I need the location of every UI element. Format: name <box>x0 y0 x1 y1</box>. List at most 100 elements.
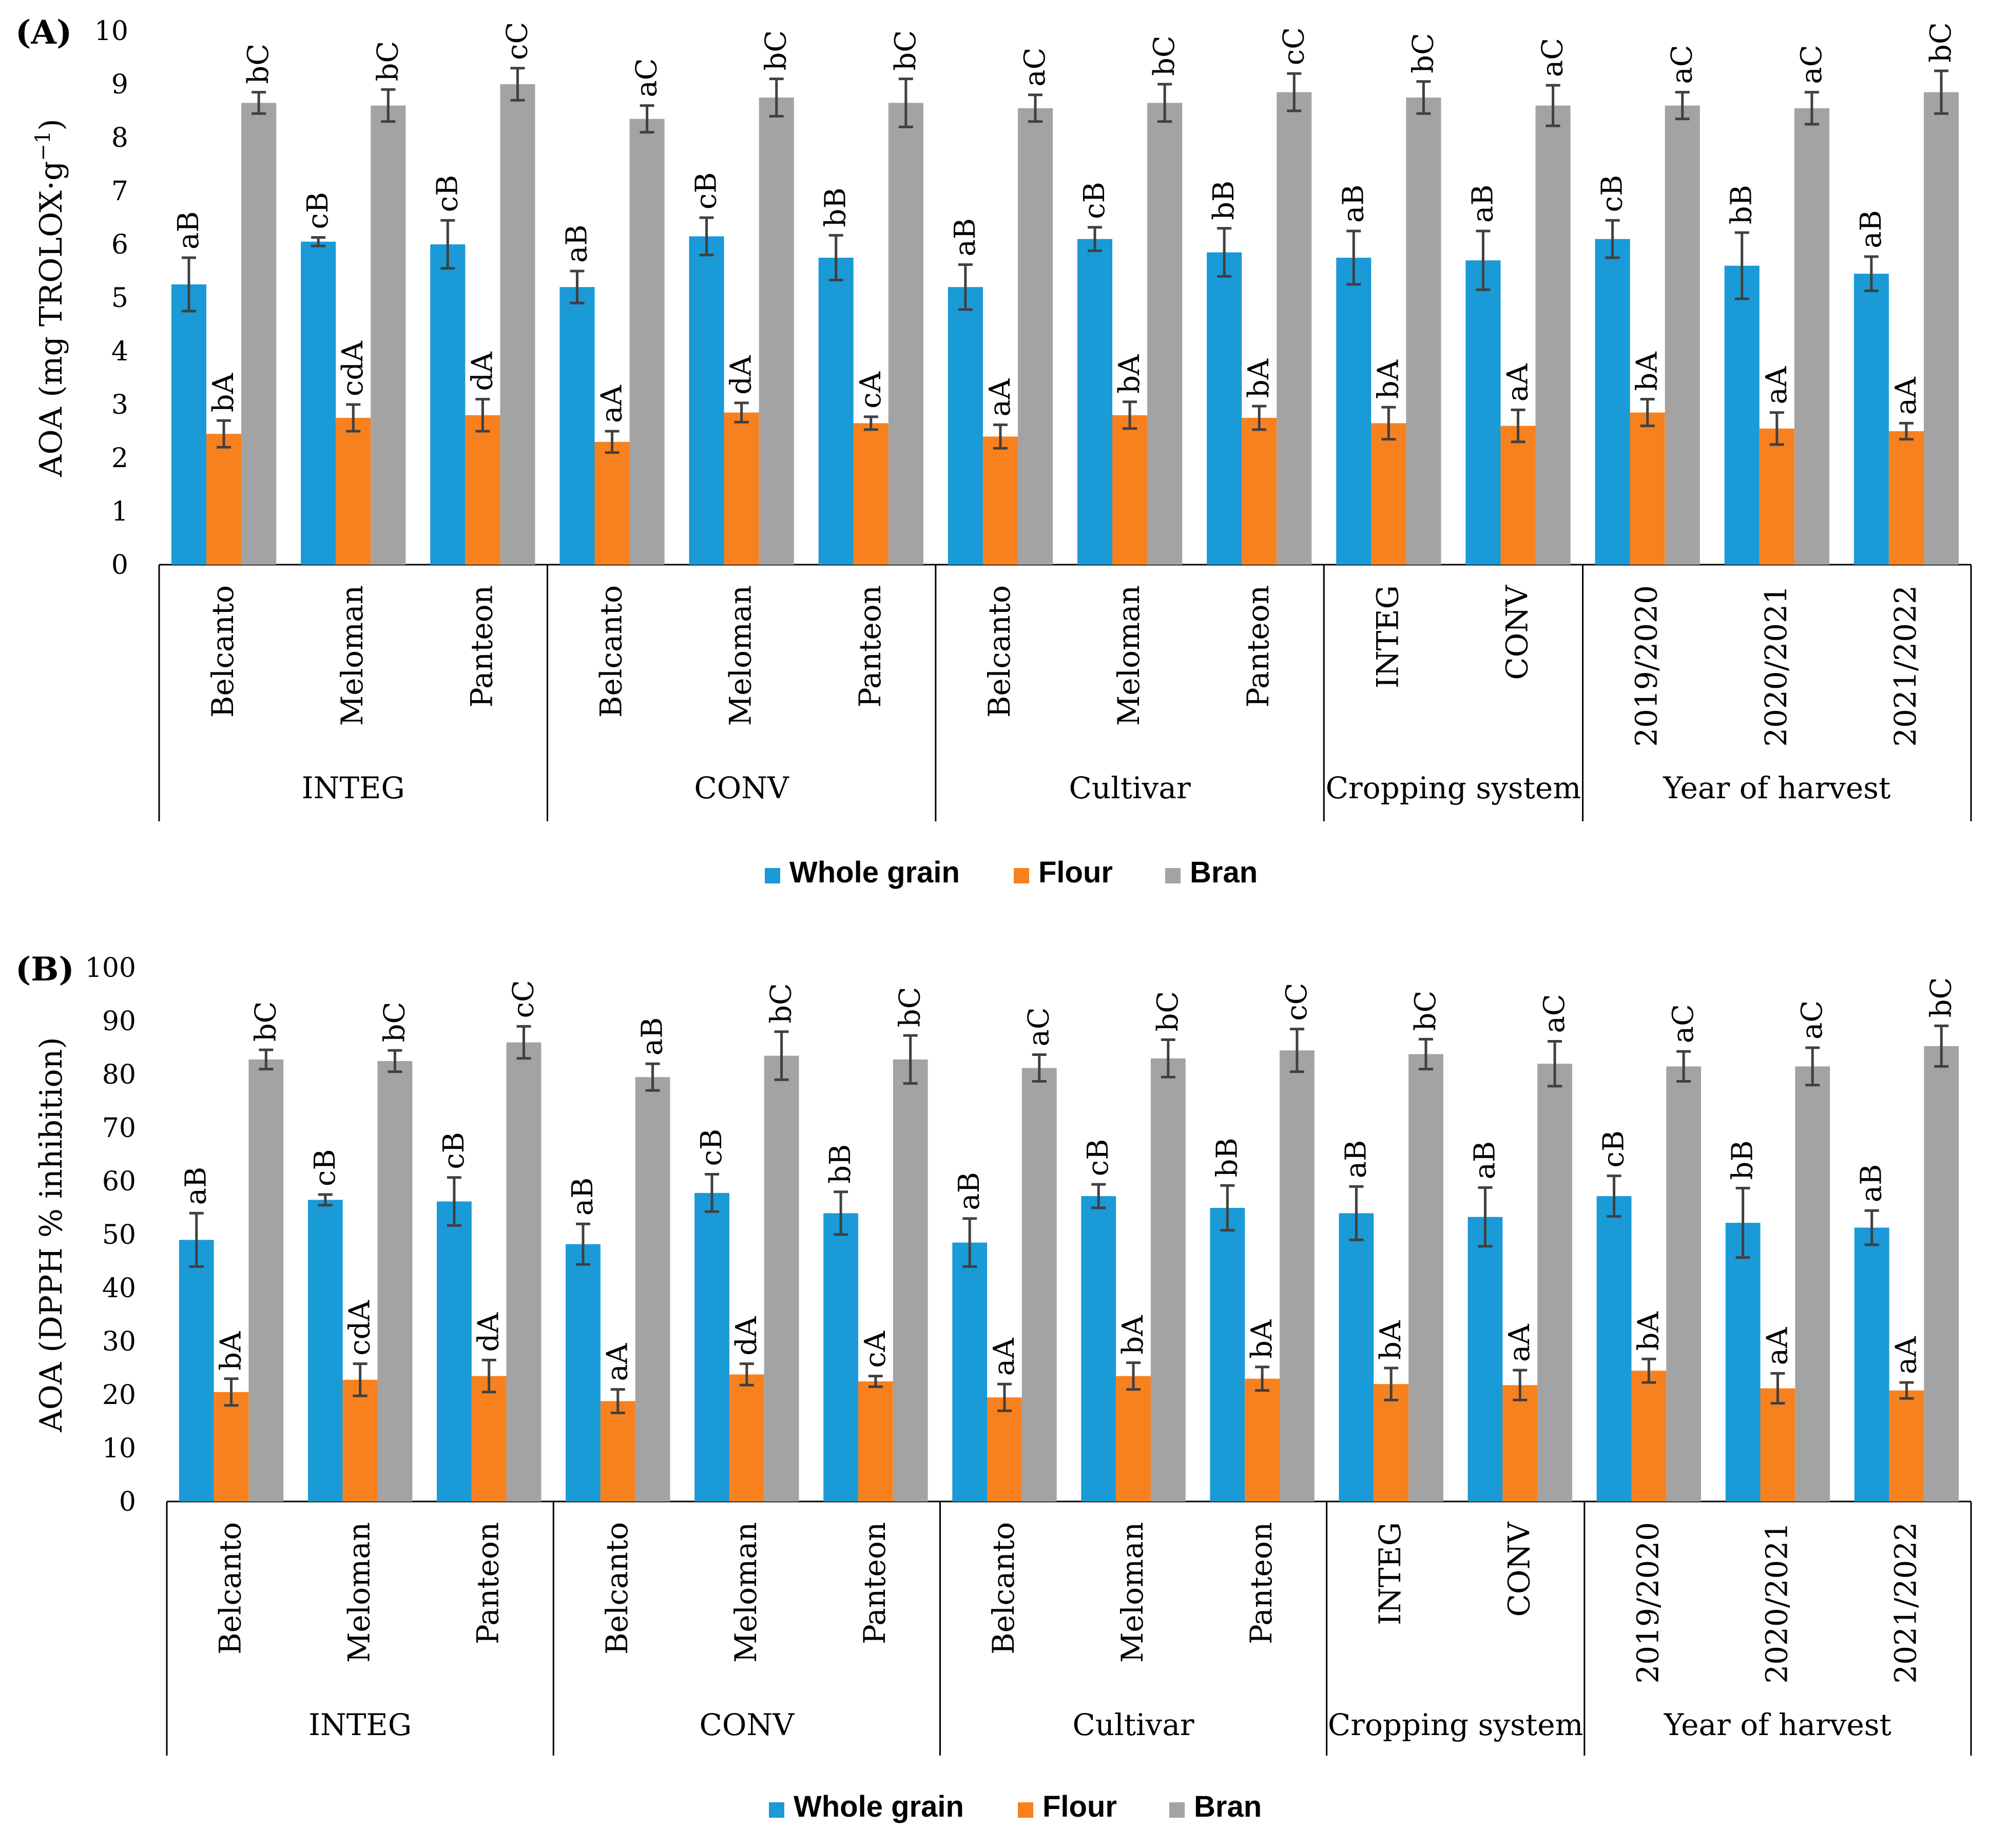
flour-bar <box>724 412 759 565</box>
group-label: Cultivar <box>1069 771 1190 805</box>
group-label: Year of harvest <box>1664 1707 1891 1742</box>
bran-bar <box>1017 108 1053 565</box>
y-tick-label: 2 <box>111 443 128 474</box>
flour-bar <box>1245 1378 1280 1502</box>
category-label: 2021/2022 <box>1888 585 1923 747</box>
bran-significance-label: cC <box>507 980 540 1018</box>
group-label: Cropping system <box>1326 771 1581 805</box>
flour-significance-label: aA <box>1889 1336 1923 1374</box>
panel-b-chart: (B) AOA (DPPH % inhibition) 0 10 20 30 40 50 60 7… <box>15 950 1972 1823</box>
bran-bar <box>506 1042 542 1502</box>
legend-swatch-flour <box>1018 1802 1033 1818</box>
flour-bar <box>1371 423 1406 565</box>
legend-swatch-whole-grain <box>765 868 780 883</box>
whole-grain-bar <box>430 244 466 565</box>
category-label: 2019/2020 <box>1630 1522 1665 1684</box>
bran-bar <box>1406 98 1441 565</box>
bran-bar <box>629 119 665 565</box>
category-label: CONV <box>1501 1522 1536 1617</box>
flour-significance-label: aA <box>983 378 1017 416</box>
whole-grain-bar <box>1077 239 1113 565</box>
bran-significance-label: bC <box>889 30 922 71</box>
bran-significance-label: bC <box>1924 22 1958 63</box>
whole-grain-significance-label: cB <box>308 1149 342 1186</box>
bran-significance-label: cC <box>1277 27 1310 65</box>
y-tick-label: 100 <box>85 953 136 984</box>
bran-bar <box>635 1077 670 1502</box>
flour-bar <box>1888 431 1924 565</box>
whole-grain-significance-label: aB <box>180 1167 213 1205</box>
flour-significance-label: cA <box>854 372 887 409</box>
flour-significance-label: cA <box>859 1331 892 1368</box>
category-label: INTEG <box>1370 585 1405 688</box>
bran-significance-label: bC <box>249 1001 282 1042</box>
bran-bar <box>1795 1066 1830 1502</box>
category-label: Belcanto <box>600 1522 634 1654</box>
whole-grain-bar <box>818 258 854 565</box>
bran-significance-label: bC <box>1148 35 1181 76</box>
category-label: Meloman <box>342 1522 377 1663</box>
category-label: 2020/2021 <box>1759 1522 1794 1684</box>
whole-grain-significance-label: cB <box>1597 1130 1631 1168</box>
whole-grain-significance-label: cB <box>1082 1139 1115 1177</box>
flour-significance-label: cdA <box>343 1300 377 1355</box>
bran-bar <box>1666 1066 1702 1502</box>
panel-a-chart: (A) AOA (mg TROLOX·g−1) 0 1 2 3 4 5 6 7 8 9 10 aB bA bC… <box>15 13 1972 889</box>
bran-bar <box>1408 1054 1443 1502</box>
whole-grain-bar <box>1595 239 1630 565</box>
whole-grain-significance-label: cB <box>695 1129 728 1166</box>
category-label: Meloman <box>335 585 370 726</box>
flour-significance-label: aA <box>1760 366 1793 404</box>
whole-grain-bar <box>823 1213 858 1502</box>
flour-significance-label: aA <box>1889 377 1923 415</box>
bran-significance-label: bC <box>1406 33 1440 73</box>
y-tick-label: 10 <box>102 1433 136 1464</box>
group-label: Cropping system <box>1328 1707 1584 1742</box>
category-label: INTEG <box>1373 1522 1407 1625</box>
category-label: 2020/2021 <box>1759 585 1793 747</box>
flour-significance-label: aA <box>601 1343 634 1381</box>
category-label: Panteon <box>853 585 887 707</box>
whole-grain-bar <box>566 1244 601 1502</box>
category-label: Meloman <box>1111 585 1146 726</box>
y-tick-label: 70 <box>102 1113 136 1144</box>
bran-bar <box>1277 92 1312 565</box>
whole-grain-significance-label: aB <box>560 224 593 263</box>
whole-grain-bar <box>1081 1196 1116 1502</box>
legend-label-flour: Flour <box>1038 856 1113 889</box>
panel-b-label: (B) <box>15 950 74 989</box>
bran-bar <box>377 1061 413 1502</box>
flour-bar <box>1500 426 1536 565</box>
group-label: CONV <box>694 771 789 805</box>
flour-significance-label: bA <box>1245 1319 1279 1359</box>
whole-grain-bar <box>1724 265 1760 565</box>
bran-bar <box>764 1055 799 1502</box>
flour-bar <box>465 415 500 565</box>
flour-significance-label: dA <box>725 355 758 395</box>
whole-grain-bar <box>952 1242 988 1502</box>
category-label: Panteon <box>1244 1522 1279 1644</box>
y-tick-label: 0 <box>119 1487 136 1517</box>
bran-significance-label: aC <box>630 58 664 97</box>
whole-grain-bar <box>1336 258 1372 565</box>
panel-a-y-axis-title: AOA (mg TROLOX·g−1) <box>31 119 69 477</box>
bran-significance-label: bC <box>760 30 793 71</box>
y-tick-label: 7 <box>111 176 128 207</box>
whole-grain-bar <box>301 241 336 565</box>
flour-bar <box>729 1374 764 1502</box>
whole-grain-significance-label: aB <box>566 1178 600 1216</box>
y-tick-label: 5 <box>111 283 128 314</box>
bran-significance-label: aC <box>1666 45 1699 84</box>
flour-bar <box>1502 1385 1538 1502</box>
flour-significance-label: bA <box>1113 354 1146 394</box>
whole-grain-bar <box>948 287 983 565</box>
bran-bar <box>371 105 406 565</box>
bran-bar <box>500 84 535 565</box>
y-tick-label: 30 <box>102 1326 136 1357</box>
bran-bar <box>1924 1046 1959 1502</box>
flour-bar <box>206 434 242 565</box>
flour-significance-label: aA <box>1503 1324 1536 1362</box>
whole-grain-significance-label: bB <box>819 187 853 227</box>
flour-bar <box>214 1392 249 1502</box>
